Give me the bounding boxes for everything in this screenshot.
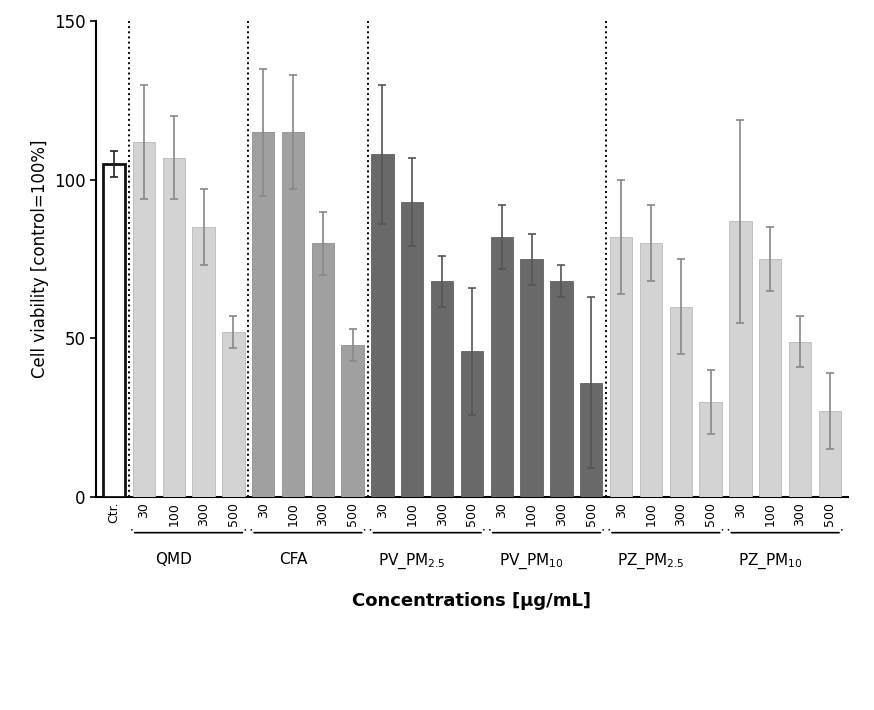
Bar bbox=[252, 132, 274, 497]
Text: PZ_PM$_{10}$: PZ_PM$_{10}$ bbox=[738, 552, 802, 571]
Y-axis label: Cell viability [control=100%]: Cell viability [control=100%] bbox=[31, 140, 49, 378]
Bar bbox=[371, 155, 393, 497]
Bar bbox=[551, 281, 572, 497]
Bar bbox=[490, 237, 513, 497]
Bar bbox=[342, 345, 364, 497]
Bar bbox=[729, 221, 752, 497]
Bar bbox=[759, 259, 781, 497]
Bar bbox=[103, 164, 125, 497]
Text: PV_PM$_{10}$: PV_PM$_{10}$ bbox=[499, 552, 564, 571]
Bar bbox=[281, 132, 304, 497]
Text: Concentrations [μg/mL]: Concentrations [μg/mL] bbox=[352, 592, 592, 610]
Bar bbox=[222, 332, 245, 497]
Bar bbox=[640, 244, 662, 497]
Bar bbox=[192, 227, 215, 497]
Bar bbox=[789, 342, 811, 497]
Bar bbox=[669, 307, 692, 497]
Bar bbox=[699, 402, 722, 497]
Text: QMD: QMD bbox=[156, 552, 192, 567]
Text: PV_PM$_{2.5}$: PV_PM$_{2.5}$ bbox=[378, 552, 446, 571]
Bar bbox=[819, 411, 841, 497]
Text: PZ_PM$_{2.5}$: PZ_PM$_{2.5}$ bbox=[617, 552, 685, 571]
Bar bbox=[520, 259, 543, 497]
Bar bbox=[610, 237, 632, 497]
Bar bbox=[461, 351, 483, 497]
Bar bbox=[431, 281, 454, 497]
Bar bbox=[133, 142, 155, 497]
Bar bbox=[401, 202, 424, 497]
Bar bbox=[163, 158, 185, 497]
Bar bbox=[312, 244, 334, 497]
Bar bbox=[580, 383, 602, 497]
Text: CFA: CFA bbox=[279, 552, 307, 567]
